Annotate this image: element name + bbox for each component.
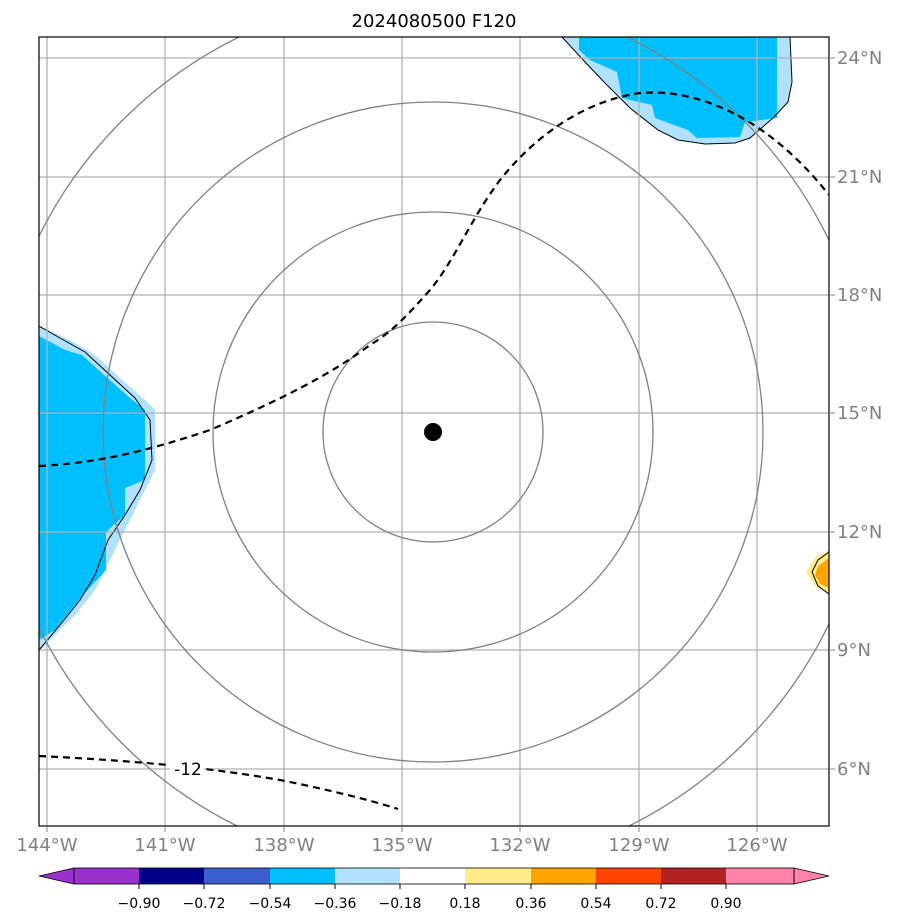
colorbar-swatch — [531, 868, 597, 884]
dashed-contour-main — [39, 91, 829, 468]
range-rings — [39, 37, 829, 826]
lat-label: 18°N — [837, 285, 882, 306]
lat-label: 6°N — [837, 759, 871, 780]
colorbar-swatch — [726, 868, 794, 884]
colorbar-swatch — [204, 868, 270, 884]
colorbar-tick-label: −0.72 — [183, 896, 226, 912]
lon-axis: 144°W 141°W 138°W 135°W 132°W 129°W 126°… — [16, 826, 788, 856]
lon-label: 135°W — [371, 835, 432, 856]
lat-axis: 24°N 21°N 18°N 15°N 12°N 9°N 6°N — [829, 48, 882, 780]
colorbar-tick-label: −0.18 — [379, 896, 422, 912]
lat-label: 24°N — [837, 48, 882, 69]
lat-label: 12°N — [837, 522, 882, 543]
lat-label: 21°N — [837, 167, 882, 188]
colorbar-tick-label: 0.72 — [645, 896, 676, 912]
colorbar-swatch — [596, 868, 662, 884]
lon-label: 138°W — [253, 835, 314, 856]
lat-gridlines — [39, 57, 829, 770]
range-ring-1 — [322, 321, 544, 543]
storm-center-marker — [424, 423, 442, 441]
anomaly-fill-west — [39, 336, 145, 640]
colorbar-extend-low — [38, 867, 75, 885]
colorbar-tick-label: −0.54 — [249, 896, 292, 912]
colorbar-extend-high — [793, 867, 830, 885]
colorbar: −0.90 −0.72 −0.54 −0.36 −0.18 0.18 0.36 … — [38, 867, 830, 912]
lon-label: 129°W — [608, 835, 669, 856]
contour-label: -12 — [174, 760, 202, 780]
lat-label: 15°N — [837, 403, 882, 424]
colorbar-tick-label: 0.18 — [449, 896, 480, 912]
anomaly-outline-west — [39, 325, 153, 651]
map-panel: -12 — [39, 37, 829, 826]
lon-label: 132°W — [489, 835, 550, 856]
contour-label-background — [170, 758, 204, 778]
colorbar-swatch — [270, 868, 336, 884]
dashed-contour-south — [39, 754, 399, 811]
colorbar-tick-label: 0.54 — [580, 896, 611, 912]
figure-title: 2024080500 F120 — [352, 11, 517, 32]
colorbar-tick-label: 0.90 — [710, 896, 741, 912]
colorbar-swatch — [465, 868, 531, 884]
map-frame — [38, 36, 830, 827]
range-ring-2 — [212, 211, 654, 653]
anomaly-outline-positive-east — [811, 551, 829, 595]
colorbar-swatch — [139, 868, 205, 884]
colorbar-swatch — [400, 868, 466, 884]
colorbar-swatch — [74, 868, 140, 884]
lon-label: 126°W — [726, 835, 787, 856]
anomaly-fill-northeast — [579, 37, 777, 138]
colorbar-tick-label: −0.90 — [118, 896, 161, 912]
lon-gridlines — [46, 37, 758, 826]
range-ring-3 — [102, 101, 764, 763]
colorbar-swatch — [335, 868, 401, 884]
colorbar-frame — [73, 867, 795, 885]
colorbar-tick-label: 0.36 — [515, 896, 546, 912]
anomaly-fill-positive-east — [815, 558, 829, 588]
colorbar-tick-label: −0.36 — [314, 896, 357, 912]
anomaly-outline-northeast — [561, 37, 793, 145]
lat-label: 9°N — [837, 640, 871, 661]
lon-label: 144°W — [16, 835, 77, 856]
lon-label: 141°W — [134, 835, 195, 856]
colorbar-swatch — [661, 868, 727, 884]
